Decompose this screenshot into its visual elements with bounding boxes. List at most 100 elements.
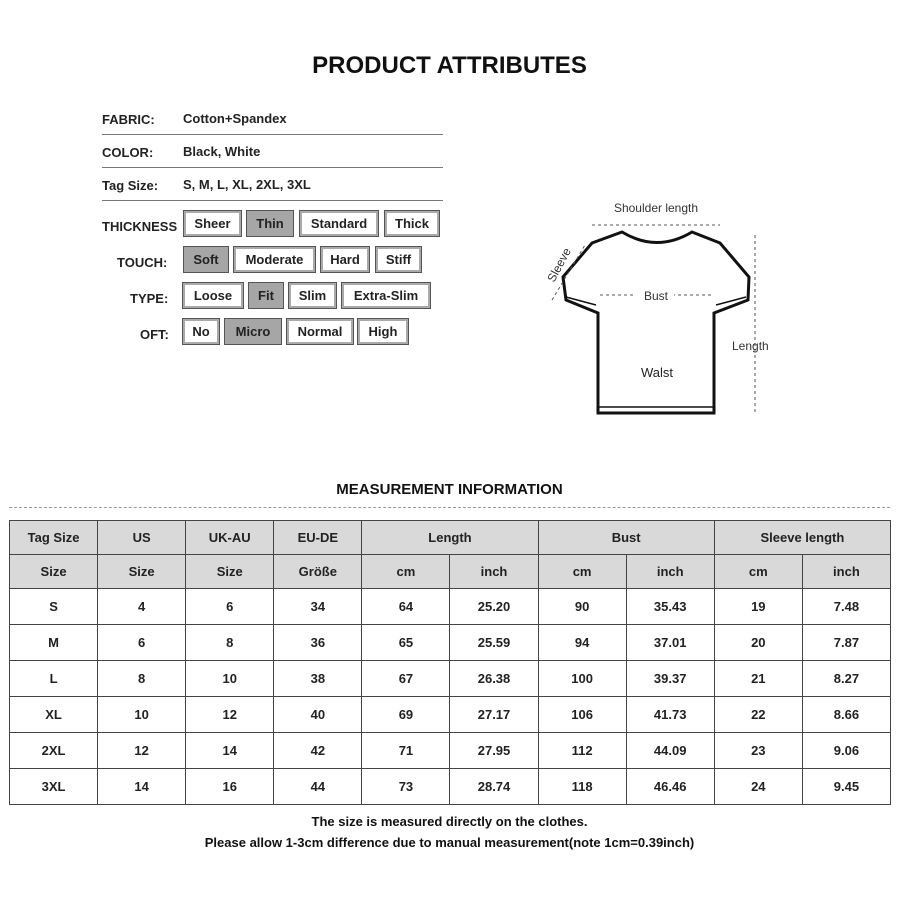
table-cell: 25.59 (449, 624, 539, 661)
table-cell: 14 (97, 768, 187, 805)
table-cell: 42 (273, 732, 363, 769)
table-cell: Sleeve length (713, 520, 892, 555)
length-label: Length (732, 339, 769, 353)
table-cell: 9.45 (801, 768, 892, 805)
table-cell: 8 (185, 624, 275, 661)
option-stiff: Stiff (374, 245, 423, 274)
table-row: 3XL 14 16 44 73 28.74 118 46.46 24 9.45 (8, 768, 892, 805)
option-fit: Fit (247, 281, 285, 310)
waist-label: Walst (641, 365, 673, 380)
table-cell: 16 (185, 768, 275, 805)
table-cell: 64 (361, 588, 451, 625)
option-extra-slim: Extra-Slim (340, 281, 432, 310)
table-cell: L (8, 660, 99, 697)
table-cell: inch (801, 554, 892, 589)
table-cell: 67 (361, 660, 451, 697)
table-cell: 12 (97, 732, 187, 769)
table-cell: Length (361, 520, 539, 555)
table-cell: 10 (185, 660, 275, 697)
divider (102, 200, 443, 201)
table-cell: 35.43 (625, 588, 715, 625)
table-row: M 6 8 36 65 25.59 94 37.01 20 7.87 (8, 624, 892, 661)
table-cell: EU-DE (273, 520, 363, 555)
option-soft: Soft (182, 245, 230, 274)
bust-label: Bust (644, 289, 669, 303)
table-row: 2XL 12 14 42 71 27.95 112 44.09 23 9.06 (8, 732, 892, 769)
option-label: OFT: (140, 327, 169, 342)
header-row: Tag Size US UK-AU EU-DE Length Bust Sleeve len… (8, 520, 892, 555)
dotted-divider (9, 507, 890, 508)
table-cell: 112 (537, 732, 627, 769)
table-cell: S (8, 588, 99, 625)
option-loose: Loose (181, 281, 245, 310)
table-cell: 38 (273, 660, 363, 697)
table-cell: 28.74 (449, 768, 539, 805)
tshirt-outline (561, 230, 751, 415)
table-cell: 6 (185, 588, 275, 625)
table-cell: 37.01 (625, 624, 715, 661)
option-slim: Slim (287, 281, 338, 310)
table-cell: 8 (97, 660, 187, 697)
divider (102, 134, 443, 135)
divider (102, 167, 443, 168)
table-cell: 19 (713, 588, 803, 625)
size-table: Tag Size US UK-AU EU-DE Length Bust Sleeve len… (8, 520, 892, 805)
table-cell: 26.38 (449, 660, 539, 697)
table-cell: cm (537, 554, 627, 589)
table-cell: 25.20 (449, 588, 539, 625)
table-cell: 21 (713, 660, 803, 697)
table-cell: US (97, 520, 187, 555)
table-cell: 69 (361, 696, 451, 733)
table-cell: 24 (713, 768, 803, 805)
table-cell: 100 (537, 660, 627, 697)
tshirt-diagram: Shoulder length Bust Walst Length Sleeve (544, 201, 769, 415)
option-hard: Hard (319, 245, 371, 274)
table-cell: 6 (97, 624, 187, 661)
table-row: L 8 10 38 67 26.38 100 39.37 21 8.27 (8, 660, 892, 697)
sleeve-measure-line (551, 244, 586, 301)
note-line-2: Please allow 1-3cm difference due to man… (204, 835, 695, 850)
table-cell: 65 (361, 624, 451, 661)
table-cell: Bust (537, 520, 715, 555)
table-cell: 7.48 (801, 588, 892, 625)
option-normal: Normal (285, 317, 355, 346)
table-cell: 8.27 (801, 660, 892, 697)
fabric-value: Cotton+Spandex (183, 111, 287, 126)
table-cell: 9.06 (801, 732, 892, 769)
option-moderate: Moderate (232, 245, 317, 274)
table-cell: 8.66 (801, 696, 892, 733)
table-cell: 36 (273, 624, 363, 661)
table-cell: 10 (97, 696, 187, 733)
table-row: XL 10 12 40 69 27.17 106 41.73 22 8.66 (8, 696, 892, 733)
table-cell: Größe (273, 554, 363, 589)
option-micro: Micro (223, 317, 283, 346)
table-cell: Size (8, 554, 99, 589)
table-cell: 71 (361, 732, 451, 769)
table-cell: Tag Size (8, 520, 99, 555)
table-cell: 39.37 (625, 660, 715, 697)
color-label: COLOR: (102, 145, 154, 160)
table-cell: 23 (713, 732, 803, 769)
table-cell: 12 (185, 696, 275, 733)
table-cell: 90 (537, 588, 627, 625)
table-cell: 73 (361, 768, 451, 805)
option-label: TYPE: (130, 291, 169, 306)
table-cell: 106 (537, 696, 627, 733)
table-cell: Size (97, 554, 187, 589)
table-cell: 41.73 (625, 696, 715, 733)
table-cell: 3XL (8, 768, 99, 805)
table-cell: 118 (537, 768, 627, 805)
table-cell: UK-AU (185, 520, 275, 555)
table-cell: 27.17 (449, 696, 539, 733)
table-cell: XL (8, 696, 99, 733)
table-cell: 44 (273, 768, 363, 805)
option-thick: Thick (383, 209, 441, 238)
option-label: TOUCH: (117, 255, 168, 270)
header-row: Size Size Size Größe cm inch cm inch cm inch (8, 554, 892, 589)
option-standard: Standard (298, 209, 380, 238)
fabric-label: FABRIC: (102, 112, 155, 127)
table-cell: 22 (713, 696, 803, 733)
table-cell: 94 (537, 624, 627, 661)
note-line-1: The size is measured directly on the clo… (311, 814, 588, 829)
color-value: Black, White (183, 144, 261, 159)
